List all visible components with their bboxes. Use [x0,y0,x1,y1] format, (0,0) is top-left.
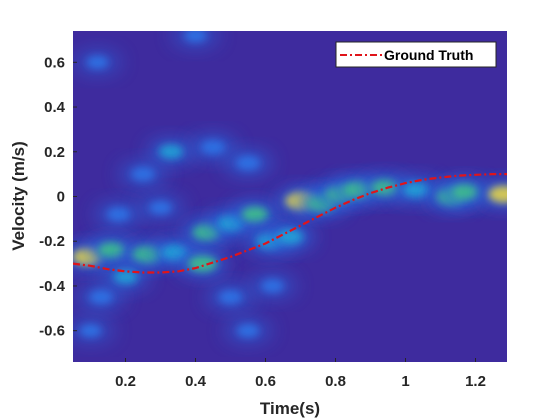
x-tick-label: 0.6 [255,373,276,390]
ground-truth-series [73,173,507,274]
x-tick-label: 1.2 [465,373,486,390]
heatmap-blob-15 [403,182,429,198]
x-tick-label: 0.4 [185,373,207,390]
heatmap-blob-17 [451,184,479,200]
x-tick-label: 0.2 [115,373,136,390]
heatmap-blob-25 [107,207,130,222]
heatmap-blob-23 [236,156,260,170]
heatmap-blob-1 [98,242,125,258]
y-tick-label: -0.6 [39,323,65,340]
heatmap-blob-22 [201,140,225,155]
heatmap-blob-21 [158,144,184,159]
heatmap-blob-3 [161,244,188,260]
y-axis: 0.6 0.4 0.2 0 -0.2 -0.4 -0.6 [39,54,77,340]
x-tick-label: 0.8 [325,373,346,390]
heatmap-blob-7 [241,206,269,223]
y-tick-label: 0 [57,189,65,206]
heatmap-blob-24 [131,167,155,181]
x-tick-label: 1 [401,373,409,390]
heatmap-blob-20 [89,290,113,304]
heatmap-blob-28 [261,279,284,293]
heatmap-blob-30 [236,324,260,338]
y-tick-label: 0.2 [44,144,65,161]
heatmap-blob-32 [184,31,207,43]
heatmap-blob-31 [86,55,109,69]
legend-ground-truth-label: Ground Truth [384,47,473,63]
heatmap-layer [73,31,507,344]
y-tick-label: -0.4 [39,278,66,295]
x-axis-label: Time(s) [260,399,320,418]
legend: Ground Truth [335,41,497,68]
x-axis: 0.2 0.4 0.6 0.8 1 1.2 [115,358,486,390]
y-axis-label: Velocity (m/s) [9,141,28,251]
heatmap-blob-19 [113,269,138,285]
heatmap-blob-9 [277,229,303,245]
y-tick-label: 0.4 [44,99,66,116]
y-tick-label: -0.2 [39,233,65,250]
legend-box [335,41,497,68]
ground-truth-line [73,173,507,274]
heatmap-blob-27 [219,290,242,304]
heatmap-blob-18 [488,185,507,203]
y-tick-label: 0.6 [44,54,65,71]
heatmap-blob-29 [79,324,102,338]
heatmap-blob-26 [149,201,172,215]
